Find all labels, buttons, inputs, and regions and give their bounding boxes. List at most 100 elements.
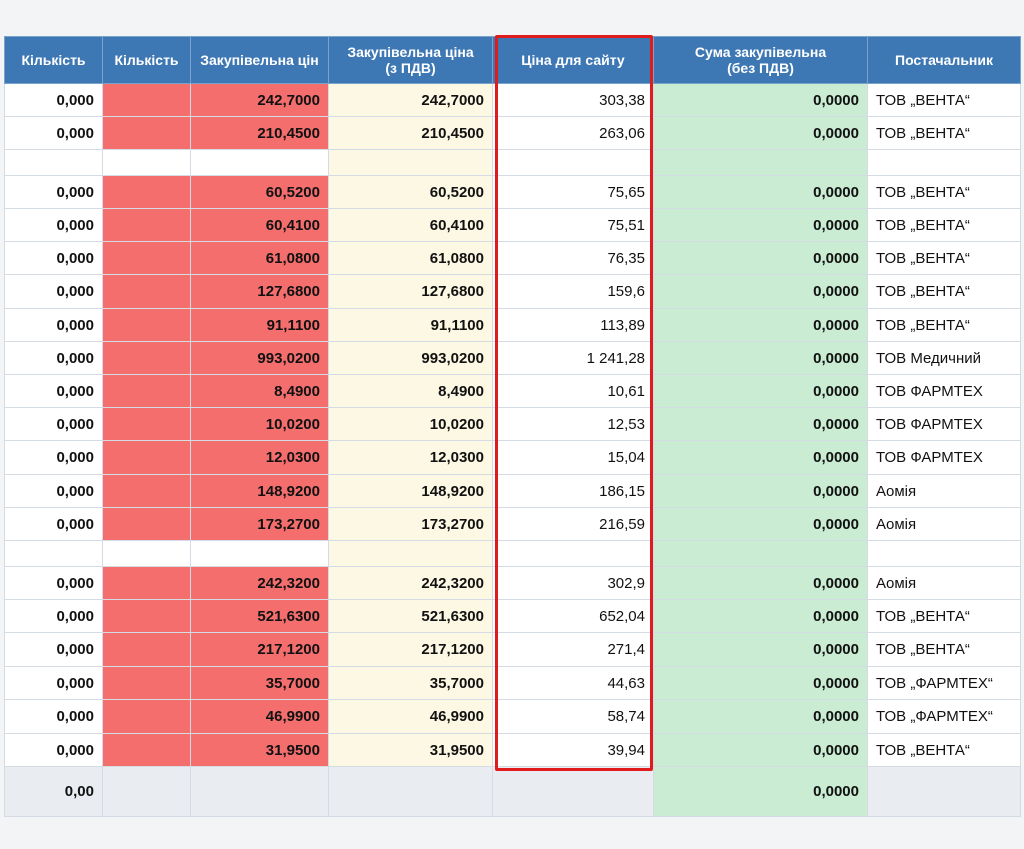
table-row[interactable]: 0,000 210,4500 210,4500 263,06 0,0000 ТОВ „ВЕ… [4, 116, 1021, 150]
cell-site-price[interactable] [492, 149, 654, 176]
cell-quantity[interactable]: 0,000 [4, 116, 103, 150]
cell-purchase-price[interactable]: 217,1200 [190, 632, 329, 667]
cell-purchase-price[interactable]: 210,4500 [190, 116, 329, 150]
cell-purchase-sum[interactable]: 0,0000 [653, 507, 868, 541]
cell-purchase-price-vat[interactable]: 46,9900 [328, 699, 493, 734]
cell-purchase-sum[interactable] [653, 149, 868, 176]
cell-supplier[interactable]: ТОВ „ВЕНТА“ [867, 175, 1021, 209]
cell-purchase-sum[interactable]: 0,0000 [653, 566, 868, 600]
cell-quantity-2[interactable] [102, 666, 191, 700]
table-row[interactable]: 0,000 10,0200 10,0200 12,53 0,0000 ТОВ ФАРМТЕ… [4, 407, 1021, 441]
cell-quantity-2[interactable] [102, 208, 191, 242]
spacer-row[interactable] [4, 149, 1021, 176]
cell-purchase-sum[interactable]: 0,0000 [653, 407, 868, 441]
cell-quantity[interactable]: 0,000 [4, 407, 103, 441]
cell-purchase-sum[interactable]: 0,0000 [653, 632, 868, 667]
cell-purchase-price-vat[interactable]: 242,7000 [328, 83, 493, 117]
cell-site-price[interactable]: 76,35 [492, 241, 654, 275]
cell-quantity-2[interactable] [102, 733, 191, 767]
cell-supplier[interactable]: ТОВ „ФАРМТЕХ“ [867, 666, 1021, 700]
cell-purchase-price[interactable]: 993,0200 [190, 341, 329, 375]
cell-purchase-price[interactable]: 60,5200 [190, 175, 329, 209]
cell-purchase-price[interactable]: 173,2700 [190, 507, 329, 541]
cell-purchase-price-vat[interactable]: 210,4500 [328, 116, 493, 150]
cell-purchase-price-vat[interactable]: 91,1100 [328, 308, 493, 342]
table-row[interactable]: 0,000 8,4900 8,4900 10,61 0,0000 ТОВ ФАРМТЕХ [4, 374, 1021, 408]
cell-quantity[interactable]: 0,000 [4, 83, 103, 117]
cell-supplier[interactable] [867, 149, 1021, 176]
cell-supplier[interactable]: ТОВ „ВЕНТА“ [867, 308, 1021, 342]
table-row[interactable]: 0,000 127,6800 127,6800 159,6 0,0000 ТОВ „ВЕН… [4, 274, 1021, 309]
table-row[interactable]: 0,000 242,3200 242,3200 302,9 0,0000 Аомія [4, 566, 1021, 600]
cell-quantity-2[interactable] [102, 274, 191, 309]
cell-purchase-sum[interactable]: 0,0000 [653, 116, 868, 150]
cell-purchase-price[interactable]: 46,9900 [190, 699, 329, 734]
col-header-quantity[interactable]: Кількість [4, 36, 103, 84]
cell-quantity[interactable]: 0,000 [4, 341, 103, 375]
table-row[interactable]: 0,000 46,9900 46,9900 58,74 0,0000 ТОВ „ФАРМТ… [4, 699, 1021, 734]
cell-purchase-sum[interactable]: 0,0000 [653, 341, 868, 375]
table-row[interactable]: 0,000 242,7000 242,7000 303,38 0,0000 ТОВ „ВЕ… [4, 83, 1021, 117]
cell-quantity-2[interactable] [102, 116, 191, 150]
cell-supplier[interactable]: ТОВ „ВЕНТА“ [867, 274, 1021, 309]
cell-purchase-sum[interactable]: 0,0000 [653, 274, 868, 309]
cell-supplier[interactable]: ТОВ „ВЕНТА“ [867, 599, 1021, 633]
table-row[interactable]: 0,000 148,9200 148,9200 186,15 0,0000 Аомія [4, 474, 1021, 508]
cell-purchase-price[interactable]: 91,1100 [190, 308, 329, 342]
cell-purchase-sum[interactable]: 0,0000 [653, 666, 868, 700]
cell-quantity[interactable]: 0,000 [4, 175, 103, 209]
cell-purchase-price-vat[interactable]: 35,7000 [328, 666, 493, 700]
cell-purchase-price-vat[interactable]: 148,9200 [328, 474, 493, 508]
cell-site-price[interactable]: 302,9 [492, 566, 654, 600]
cell-site-price[interactable]: 159,6 [492, 274, 654, 309]
cell-quantity[interactable]: 0,000 [4, 599, 103, 633]
cell-quantity-2[interactable] [102, 83, 191, 117]
cell-purchase-sum[interactable]: 0,0000 [653, 699, 868, 734]
cell-supplier[interactable]: ТОВ ФАРМТЕХ [867, 374, 1021, 408]
col-header-site-price[interactable]: Ціна для сайту [492, 36, 654, 84]
col-header-quantity-2[interactable]: Кількість [102, 36, 191, 84]
cell-purchase-sum[interactable]: 0,0000 [653, 440, 868, 475]
cell-purchase-price[interactable]: 12,0300 [190, 440, 329, 475]
cell-supplier[interactable]: ТОВ „ВЕНТА“ [867, 208, 1021, 242]
spacer-row[interactable] [4, 540, 1021, 567]
cell-purchase-price[interactable]: 242,3200 [190, 566, 329, 600]
cell-supplier[interactable]: ТОВ „ВЕНТА“ [867, 241, 1021, 275]
cell-quantity[interactable]: 0,000 [4, 374, 103, 408]
cell-purchase-price-vat[interactable]: 242,3200 [328, 566, 493, 600]
cell-purchase-sum[interactable]: 0,0000 [653, 733, 868, 767]
col-header-purchase-price[interactable]: Закупівельна цін [190, 36, 329, 84]
cell-purchase-price-vat[interactable]: 127,6800 [328, 274, 493, 309]
cell-purchase-sum[interactable] [653, 540, 868, 567]
table-row[interactable]: 0,000 217,1200 217,1200 271,4 0,0000 ТОВ „ВЕН… [4, 632, 1021, 667]
cell-quantity-2[interactable] [102, 149, 191, 176]
cell-quantity-2[interactable] [102, 341, 191, 375]
cell-purchase-price[interactable]: 31,9500 [190, 733, 329, 767]
cell-supplier[interactable]: Аомія [867, 507, 1021, 541]
cell-purchase-price[interactable]: 10,0200 [190, 407, 329, 441]
cell-purchase-sum[interactable]: 0,0000 [653, 208, 868, 242]
cell-supplier[interactable]: Аомія [867, 474, 1021, 508]
table-row[interactable]: 0,000 35,7000 35,7000 44,63 0,0000 ТОВ „ФАРМТ… [4, 666, 1021, 700]
cell-quantity[interactable] [4, 540, 103, 567]
cell-purchase-price-vat[interactable]: 521,6300 [328, 599, 493, 633]
cell-purchase-sum[interactable]: 0,0000 [653, 241, 868, 275]
cell-supplier[interactable] [867, 540, 1021, 567]
cell-quantity-2[interactable] [102, 474, 191, 508]
cell-site-price[interactable]: 58,74 [492, 699, 654, 734]
table-row[interactable]: 0,000 61,0800 61,0800 76,35 0,0000 ТОВ „ВЕНТА… [4, 241, 1021, 275]
cell-quantity[interactable]: 0,000 [4, 733, 103, 767]
cell-quantity-2[interactable] [102, 540, 191, 567]
cell-quantity-2[interactable] [102, 440, 191, 475]
cell-supplier[interactable]: ТОВ ФАРМТЕХ [867, 407, 1021, 441]
cell-purchase-price[interactable]: 35,7000 [190, 666, 329, 700]
table-row[interactable]: 0,000 12,0300 12,0300 15,04 0,0000 ТОВ ФАРМТЕ… [4, 440, 1021, 475]
table-row[interactable]: 0,000 173,2700 173,2700 216,59 0,0000 Аомія [4, 507, 1021, 541]
cell-purchase-sum[interactable]: 0,0000 [653, 83, 868, 117]
cell-supplier[interactable]: ТОВ „ВЕНТА“ [867, 733, 1021, 767]
cell-site-price[interactable]: 271,4 [492, 632, 654, 667]
cell-quantity-2[interactable] [102, 374, 191, 408]
cell-quantity[interactable]: 0,000 [4, 632, 103, 667]
cell-site-price[interactable]: 216,59 [492, 507, 654, 541]
cell-quantity[interactable]: 0,000 [4, 699, 103, 734]
